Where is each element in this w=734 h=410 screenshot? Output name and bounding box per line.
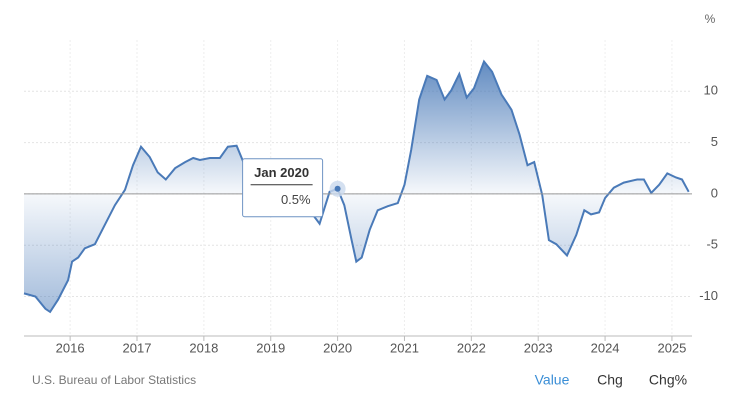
x-tick-label: 2021 [390, 340, 419, 355]
x-tick-label: 2020 [323, 340, 352, 355]
area [24, 61, 689, 312]
x-tick-label: 2023 [524, 340, 553, 355]
x-tick-label: 2022 [457, 340, 486, 355]
unit-label: % [705, 12, 716, 26]
mode-button[interactable]: Chg [597, 372, 623, 388]
x-tick-label: 2017 [123, 340, 152, 355]
x-tick-label: 2018 [189, 340, 218, 355]
source: U.S. Bureau of Labor Statistics [32, 373, 196, 387]
x-tick-label: 2024 [591, 340, 620, 355]
tooltip-value: 0.5% [281, 192, 311, 207]
x-tick-label: 2025 [657, 340, 686, 355]
y-tick-label: -10 [699, 288, 718, 303]
x-tick-label: 2019 [256, 340, 285, 355]
tooltip-box [242, 158, 324, 218]
y-tick-label: 10 [704, 83, 718, 98]
y-tick-label: -5 [706, 237, 718, 252]
mode-button[interactable]: Value [535, 372, 570, 388]
x-tick-label: 2016 [56, 340, 85, 355]
y-tick-label: 0 [711, 185, 718, 200]
mode-button[interactable]: Chg% [649, 372, 687, 388]
hover-dot [334, 185, 341, 192]
line [23, 59, 690, 314]
y-tick-label: 5 [711, 134, 718, 149]
tooltip-title: Jan 2020 [254, 165, 309, 180]
